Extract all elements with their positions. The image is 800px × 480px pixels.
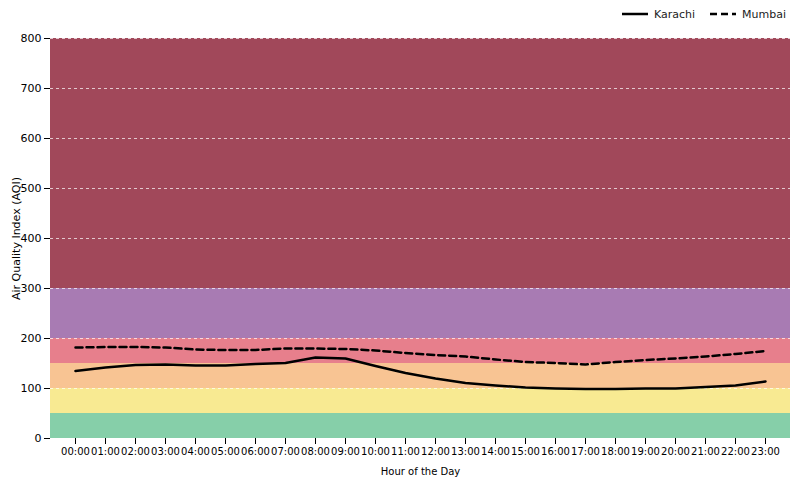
- svg-text:700: 700: [21, 82, 42, 95]
- svg-text:0: 0: [35, 432, 42, 445]
- svg-text:19:00: 19:00: [631, 446, 660, 457]
- svg-text:100: 100: [21, 382, 42, 395]
- svg-text:18:00: 18:00: [601, 446, 630, 457]
- svg-text:400: 400: [21, 232, 42, 245]
- svg-text:06:00: 06:00: [241, 446, 270, 457]
- svg-text:600: 600: [21, 132, 42, 145]
- svg-text:300: 300: [21, 282, 42, 295]
- svg-text:03:00: 03:00: [151, 446, 180, 457]
- svg-text:800: 800: [21, 32, 42, 45]
- svg-text:14:00: 14:00: [481, 446, 510, 457]
- svg-text:05:00: 05:00: [211, 446, 240, 457]
- svg-text:04:00: 04:00: [181, 446, 210, 457]
- svg-text:23:00: 23:00: [751, 446, 780, 457]
- svg-text:01:00: 01:00: [91, 446, 120, 457]
- svg-text:07:00: 07:00: [271, 446, 300, 457]
- svg-text:16:00: 16:00: [541, 446, 570, 457]
- html-text:Mumbai: Mumbai: [742, 7, 786, 21]
- svg-text:200: 200: [21, 332, 42, 345]
- svg-text:20:00: 20:00: [661, 446, 690, 457]
- svg-text:12:00: 12:00: [421, 446, 450, 457]
- svg-text:08:00: 08:00: [301, 446, 330, 457]
- svg-text:22:00: 22:00: [721, 446, 750, 457]
- svg-text:00:00: 00:00: [61, 446, 90, 457]
- svg-text:09:00: 09:00: [331, 446, 360, 457]
- svg-text:02:00: 02:00: [121, 446, 150, 457]
- svg-text:500: 500: [21, 182, 42, 195]
- svg-text:11:00: 11:00: [391, 446, 420, 457]
- svg-text:10:00: 10:00: [361, 446, 390, 457]
- html-text:Karachi: Karachi: [653, 7, 695, 21]
- svg-text:15:00: 15:00: [511, 446, 540, 457]
- svg-text:Air Quality Index (AQI): Air Quality Index (AQI): [10, 177, 23, 300]
- svg-text:17:00: 17:00: [571, 446, 600, 457]
- svg-text:Hour of the Day: Hour of the Day: [381, 466, 461, 477]
- svg-text:21:00: 21:00: [691, 446, 720, 457]
- svg-text:13:00: 13:00: [451, 446, 480, 457]
